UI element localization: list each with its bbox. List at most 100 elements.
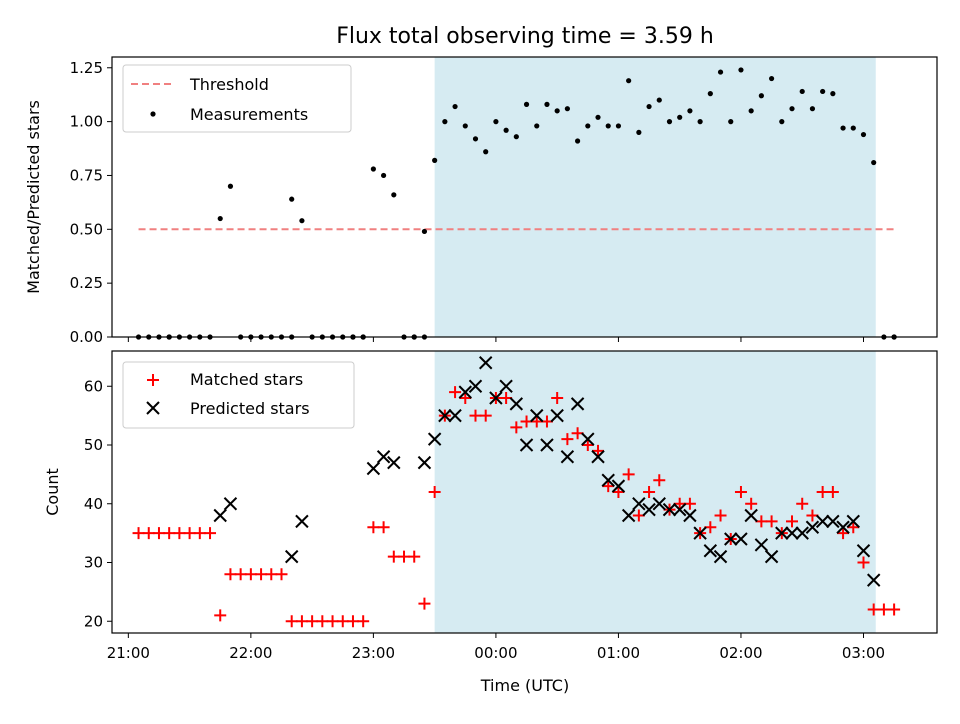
measurement-point: [493, 119, 499, 125]
measurement-point: [626, 78, 632, 84]
matched-stars-point: [592, 444, 605, 457]
bottom-legend-box: [122, 361, 355, 429]
predicted-stars-point: [284, 549, 299, 564]
matched-stars-point: [275, 568, 288, 581]
legend-matched-swatch: [147, 374, 159, 386]
top-y-tick-label: 1.25: [70, 59, 103, 77]
matched-stars-point: [561, 433, 574, 446]
matched-stars-point: [581, 439, 594, 451]
legend-measurements-swatch: [150, 111, 156, 117]
measurement-point: [820, 88, 826, 95]
predicted-stars-point: [642, 502, 656, 517]
measurement-point: [554, 108, 560, 114]
measurement-point: [830, 91, 836, 97]
measurement-point: [707, 91, 713, 97]
matched-stars-point: [469, 409, 482, 422]
top-legend: Threshold Measurements: [122, 64, 352, 133]
predicted-stars-point: [591, 450, 605, 464]
matched-stars-point: [683, 497, 696, 510]
predicted-stars-point: [376, 450, 391, 464]
predicted-stars-point: [478, 356, 493, 370]
matched-stars-point: [132, 527, 145, 540]
matched-stars-point: [449, 386, 462, 399]
measurement-point: [421, 228, 428, 235]
predicted-stars-point: [764, 549, 779, 564]
matched-stars-point: [234, 568, 247, 581]
matched-stars-point: [408, 550, 421, 563]
predicted-stars-point: [785, 526, 799, 540]
measurement-point: [717, 69, 724, 75]
predicted-stars-point: [489, 391, 503, 405]
matched-stars-point: [551, 392, 564, 404]
measurement-point: [564, 106, 570, 112]
predicted-stars-point: [611, 479, 626, 493]
bottom-axes-frame: [111, 350, 938, 634]
matched-stars-point: [255, 568, 268, 581]
predicted-stars-point: [826, 514, 840, 529]
measurement-point: [605, 123, 611, 129]
predicted-stars-point: [509, 397, 524, 411]
measurement-point: [513, 134, 519, 140]
matched-stars-point: [367, 521, 380, 534]
matched-stars-point: [265, 568, 278, 581]
predicted-stars-point: [866, 573, 881, 587]
measurement-point: [840, 125, 846, 131]
predicted-stars-point: [846, 514, 860, 529]
predicted-stars-point: [805, 520, 820, 534]
predicted-stars-point: [427, 432, 442, 446]
x-tick-label: 22:00: [229, 644, 272, 662]
matched-stars-point: [643, 486, 656, 498]
measurement-point: [697, 119, 703, 125]
matched-stars-point: [285, 615, 298, 628]
matched-stars-point: [571, 427, 584, 440]
matched-stars-point: [530, 415, 543, 428]
matched-stars-point: [142, 527, 155, 540]
top-legend-box: [122, 64, 352, 133]
measurement-point: [289, 196, 295, 202]
top-panel: 0.00 0.25 0.50 0.75 1.00 1.25 Matched/Predict…: [24, 56, 938, 346]
matched-stars-point: [316, 615, 329, 628]
measurement-point: [666, 119, 673, 125]
predicted-stars-point: [366, 461, 381, 476]
predicted-stars-point: [213, 508, 227, 523]
matched-stars-point: [183, 527, 196, 540]
predicted-stars-point: [724, 532, 738, 546]
matched-stars-point: [765, 515, 778, 528]
predicted-stars-point: [499, 379, 513, 393]
matched-stars-point: [622, 468, 635, 481]
matched-stars-point: [295, 615, 308, 628]
predicted-stars-point: [754, 538, 769, 552]
measurement-point: [432, 157, 438, 163]
bottom-panel: 20 30 40 50 60 21:00 22:00 23:00 00:00 01:00 02:0…: [43, 350, 938, 695]
predicted-stars-point: [815, 514, 830, 529]
predicted-stars-point: [519, 438, 534, 452]
predicted-stars-point: [693, 526, 707, 540]
matched-stars-point: [428, 486, 441, 498]
legend-predicted-label: Predicted stars: [190, 399, 310, 418]
x-tick-label: 03:00: [842, 644, 885, 662]
matched-stars-point: [816, 486, 829, 498]
measurement-point: [860, 131, 867, 138]
predicted-stars-point: [530, 408, 544, 423]
measurement-point: [544, 101, 550, 107]
matched-stars-point: [632, 509, 645, 522]
x-axis-label: Time (UTC): [480, 676, 569, 695]
measurement-point: [299, 218, 305, 224]
measurement-point: [748, 108, 754, 114]
measurement-point: [677, 114, 683, 120]
predicted-stars-point: [570, 397, 585, 411]
measurement-point: [452, 103, 458, 110]
measurement-point: [534, 123, 540, 129]
measurement-point: [370, 166, 376, 172]
matched-stars-point: [346, 615, 359, 628]
measurement-point: [738, 67, 744, 73]
measurement-point: [462, 123, 468, 129]
predicted-stars-point: [856, 544, 871, 558]
measurement-point: [799, 88, 805, 95]
predicted-stars-point: [458, 385, 472, 399]
bottom-y-tick-label: 40: [84, 495, 103, 513]
predicted-stars-point: [417, 455, 432, 470]
predicted-stars-point: [795, 526, 809, 540]
matched-stars-point: [837, 527, 850, 540]
